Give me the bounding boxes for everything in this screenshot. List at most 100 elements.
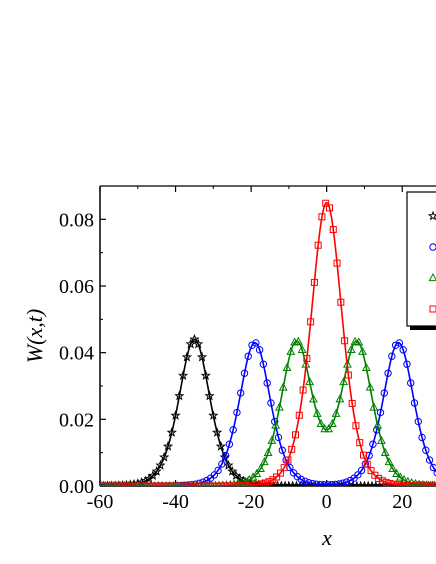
data-point-square	[137, 482, 145, 486]
data-point-square	[295, 411, 303, 419]
data-point-triangle	[369, 402, 379, 411]
y-tick-label: 0.06	[59, 276, 94, 298]
data-point-square	[341, 337, 349, 345]
data-point-square	[106, 482, 114, 486]
data-point-square	[322, 199, 330, 207]
data-point-square	[356, 439, 364, 447]
data-point-circle	[373, 426, 381, 434]
data-point-circle	[252, 339, 260, 347]
data-point-circle	[286, 463, 294, 472]
data-point-circle	[335, 480, 343, 486]
data-point-star	[162, 441, 174, 451]
data-point-square	[394, 481, 401, 486]
data-point-triangle	[252, 468, 262, 478]
data-point-square	[140, 482, 148, 486]
data-point-square	[367, 467, 375, 475]
data-point-triangle	[388, 463, 398, 473]
plot-frame	[99, 185, 436, 487]
data-point-square	[216, 482, 224, 486]
data-point-square	[227, 482, 235, 486]
data-point-triangle	[282, 362, 292, 372]
data-point-square	[310, 278, 318, 286]
data-point-star	[208, 410, 219, 420]
data-point-triangle	[316, 418, 326, 428]
data-point-square	[156, 482, 163, 486]
series-triangle	[100, 336, 436, 486]
data-point-square	[326, 204, 333, 212]
data-point-square	[416, 482, 424, 486]
data-point-square	[208, 482, 216, 486]
data-point-circle	[297, 475, 305, 484]
data-point-triangle	[278, 382, 288, 391]
data-point-triangle	[327, 418, 337, 428]
data-point-circle	[380, 389, 388, 397]
data-point-square	[133, 482, 141, 486]
y-tick-label: 0.08	[59, 209, 94, 231]
data-point-circle	[274, 433, 283, 442]
data-point-square	[420, 482, 428, 486]
data-point-triangle	[259, 457, 269, 466]
data-point-triangle	[392, 468, 401, 478]
data-point-square	[193, 482, 201, 486]
data-point-circle	[346, 476, 354, 485]
y-axis-ticks: 0.00 0.02 0.04 0.06 0.08	[59, 209, 106, 498]
data-point-star	[215, 441, 227, 451]
data-point-square	[412, 482, 420, 486]
data-point-triangle	[309, 394, 318, 403]
data-point-circle	[365, 451, 373, 460]
data-point-square	[303, 355, 311, 363]
data-point-square	[352, 422, 360, 430]
data-point-circle	[248, 341, 256, 349]
y-tick-label: 0.04	[59, 343, 94, 365]
x-tick-label: 20	[392, 491, 412, 513]
data-point-square	[360, 451, 367, 459]
data-point-square	[280, 464, 288, 472]
data-point-square	[201, 482, 209, 486]
data-point-square	[100, 482, 107, 486]
data-point-circle	[399, 346, 407, 354]
data-point-square	[114, 482, 122, 486]
data-point-star	[155, 459, 166, 470]
data-point-square	[386, 479, 394, 486]
data-point-square	[405, 482, 413, 486]
data-point-square	[348, 399, 356, 407]
data-point-square	[220, 482, 228, 486]
data-point-triangle	[380, 447, 390, 456]
data-point-square	[167, 482, 175, 486]
data-point-square	[258, 480, 265, 486]
data-point-square	[129, 482, 137, 486]
data-point-square	[363, 460, 371, 468]
data-point-circle	[308, 479, 317, 486]
legend-shadow	[410, 326, 436, 330]
data-point-triangle	[373, 420, 383, 429]
data-point-star	[211, 427, 223, 437]
data-point-circle	[255, 346, 264, 354]
series-layer	[100, 199, 436, 486]
data-point-triangle	[324, 424, 333, 433]
data-point-circle	[263, 379, 271, 387]
data-point-circle	[429, 463, 436, 472]
data-point-square	[390, 480, 398, 486]
data-point-square	[163, 482, 171, 486]
data-point-star	[151, 465, 162, 476]
data-point-square	[431, 482, 436, 486]
data-point-square	[182, 482, 190, 486]
data-point-square	[190, 482, 197, 486]
data-point-square	[428, 482, 435, 486]
data-point-circle	[339, 479, 347, 486]
data-point-square	[292, 431, 299, 439]
data-point-square	[261, 479, 269, 486]
series-star	[100, 333, 436, 486]
data-point-triangle	[275, 402, 284, 411]
data-point-square	[239, 482, 247, 486]
data-point-square	[409, 482, 417, 486]
data-point-square	[329, 226, 337, 234]
legend	[406, 191, 436, 330]
data-point-circle	[214, 466, 222, 475]
series-line	[100, 340, 436, 486]
data-point-circle	[418, 433, 426, 442]
data-point-square	[265, 478, 273, 486]
data-point-triangle	[312, 408, 322, 417]
data-point-square	[333, 259, 341, 267]
